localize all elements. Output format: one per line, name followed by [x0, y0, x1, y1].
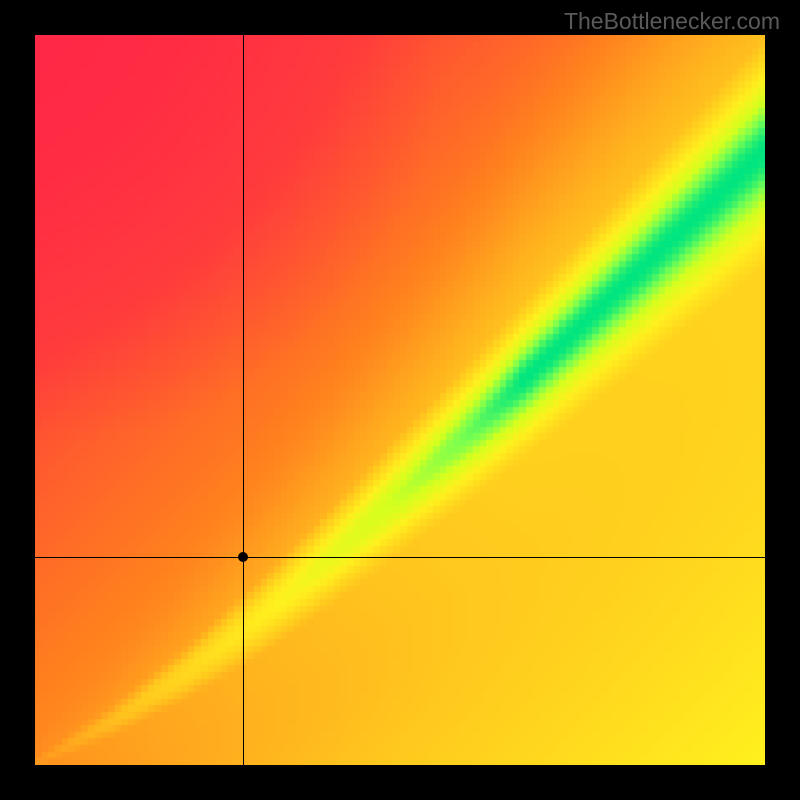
- crosshair-vertical: [243, 35, 244, 765]
- crosshair-marker: [238, 552, 248, 562]
- heatmap-canvas: [35, 35, 765, 765]
- heatmap-plot: [35, 35, 765, 765]
- watermark-text: TheBottlenecker.com: [564, 8, 780, 35]
- crosshair-horizontal: [35, 557, 765, 558]
- chart-container: TheBottlenecker.com: [0, 0, 800, 800]
